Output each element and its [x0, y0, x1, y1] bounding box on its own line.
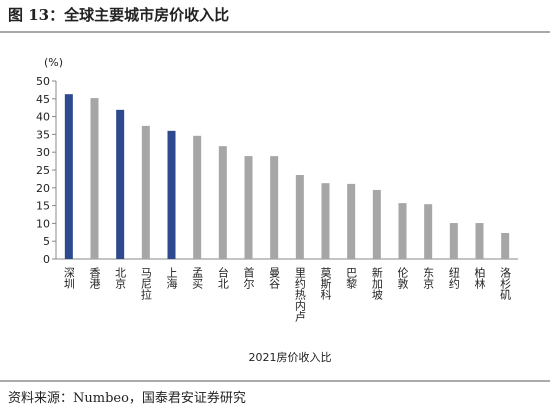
bar [449, 223, 458, 259]
x-tick-label: 巴黎 [345, 267, 358, 289]
y-tick-label: 5 [43, 235, 50, 248]
bar [372, 189, 381, 259]
x-tick-label: 深圳 [62, 267, 75, 289]
y-tick-label: 25 [36, 164, 50, 177]
x-tick-label: 里约热内卢 [293, 267, 306, 323]
y-tick-label: 45 [36, 93, 50, 106]
chart-title: 图 13：全球主要城市房价收入比 [8, 6, 229, 24]
y-tick-label: 50 [36, 75, 50, 88]
bar [295, 174, 304, 259]
x-tick-label: 纽约 [447, 266, 460, 290]
x-tick-label: 新加坡 [370, 266, 383, 301]
x-tick-label: 马尼拉 [139, 267, 152, 301]
bar [501, 233, 510, 259]
y-tick-label: 15 [36, 200, 50, 213]
bar [141, 125, 150, 259]
y-tick-label: 30 [36, 146, 50, 159]
bar [167, 130, 176, 259]
bar [398, 203, 407, 259]
x-tick-label: 孟买 [191, 267, 204, 290]
bar [116, 109, 125, 259]
unit-label: (%) [44, 56, 63, 69]
bar [475, 223, 484, 259]
y-tick-label: 10 [36, 217, 50, 230]
x-tick-label: 首尔 [242, 266, 255, 289]
x-tick-label: 北京 [114, 267, 127, 290]
bar [347, 183, 356, 259]
y-tick-label: 20 [36, 182, 50, 195]
x-tick-label: 曼谷 [268, 267, 281, 290]
x-tick-label: 东京 [422, 267, 435, 290]
x-tick-label: 香港 [88, 267, 101, 289]
y-tick-label: 40 [36, 111, 50, 124]
x-tick-label: 伦敦 [396, 266, 409, 290]
x-tick-label: 洛杉矶 [499, 266, 512, 301]
bar [193, 135, 202, 259]
y-tick-label: 35 [36, 128, 50, 141]
bar [90, 98, 99, 259]
x-tick-label: 上海 [165, 267, 178, 290]
x-tick-label: 莫斯科 [319, 267, 332, 300]
x-tick-label: 台北 [216, 266, 229, 289]
x-tick-label: 柏林 [473, 266, 486, 289]
bar [218, 146, 227, 259]
x-axis-title: 2021房价收入比 [249, 350, 332, 364]
bar [321, 183, 330, 259]
y-tick-label: 0 [43, 253, 50, 266]
bar [64, 94, 73, 259]
source-note: 资料来源：Numbeo，国泰君安证券研究 [8, 390, 246, 406]
bar [424, 204, 433, 259]
bar [244, 156, 253, 259]
bar [270, 156, 279, 259]
